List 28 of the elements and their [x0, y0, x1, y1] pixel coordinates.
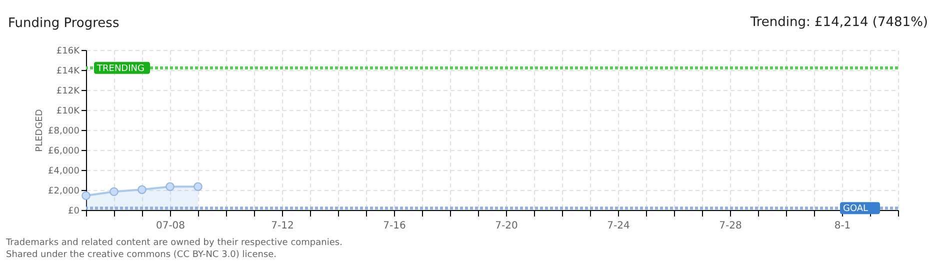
chart-title: Funding Progress: [8, 16, 120, 31]
y-tick-label: £10K: [56, 106, 81, 116]
point: [82, 191, 90, 200]
x-tick-label: 07-08: [156, 220, 186, 232]
y-tick-label: £8,000: [48, 126, 80, 136]
x-tick-label: 7-24: [607, 220, 630, 232]
y-tick-label: £12K: [56, 86, 81, 96]
x-tick-label: 7-28: [719, 220, 742, 232]
ref-line-label: TRENDING: [96, 64, 144, 74]
y-tick-label: £6,000: [48, 146, 80, 156]
y-tick-label: £14K: [56, 66, 81, 76]
x-tick-label: 7-12: [271, 220, 294, 232]
x-tick-label: 8-1: [834, 220, 851, 232]
y-axis-title: PLEDGED: [35, 109, 46, 152]
x-tick-label: 7-16: [383, 220, 406, 232]
y-tick-label: £16K: [56, 46, 81, 56]
y-tick-label: £2,000: [48, 186, 80, 196]
text: Shared under the creative commons (CC BY-NC 3.0) license.: [6, 250, 277, 260]
y-tick-label: £0: [68, 206, 80, 216]
point: [166, 182, 174, 191]
point: [138, 185, 146, 194]
text: Trending: £14,214 (7481%): [749, 15, 928, 30]
point: [194, 182, 202, 191]
y-tick-label: £4,000: [48, 166, 80, 176]
ref-line-label: GOAL: [843, 204, 868, 214]
point: [110, 187, 118, 196]
text: Trademarks and related content are owned by their respective companies.: [5, 238, 342, 248]
x-tick-label: 7-20: [495, 220, 518, 232]
